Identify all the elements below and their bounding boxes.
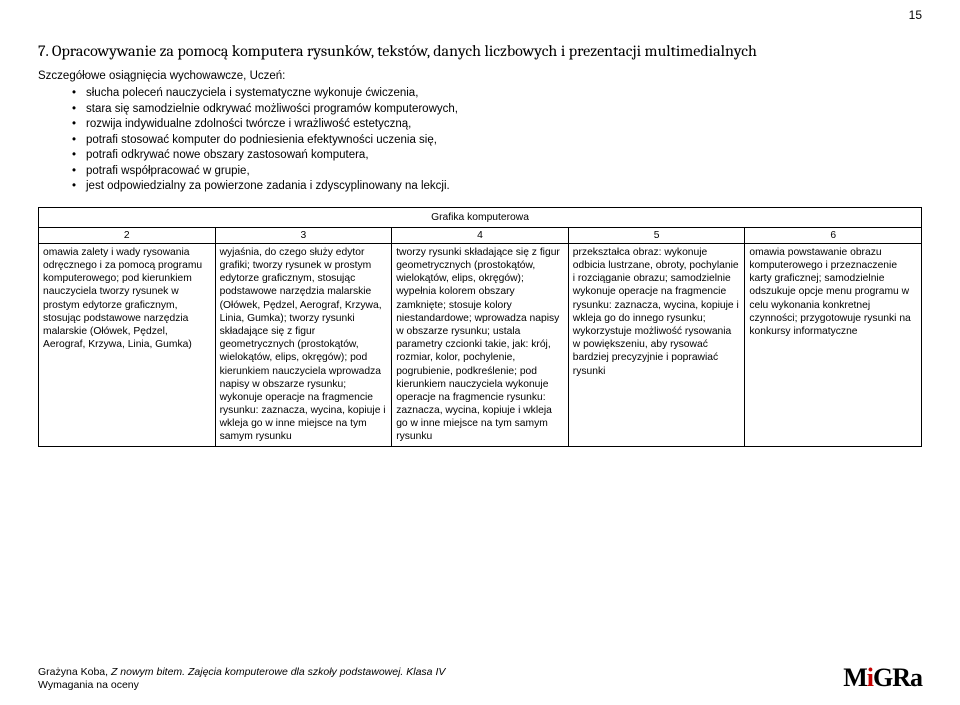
list-item: stara się samodzielnie odkrywać możliwoś… [72,102,922,118]
page-number: 15 [909,8,922,22]
col-num: 2 [39,227,216,243]
page-footer: Grażyna Koba, Z nowym bitem. Zajęcia kom… [38,663,922,693]
migra-logo: MiGRa [843,663,922,693]
footer-title-italic: Z nowym bitem. Zajęcia komputerowe dla s… [111,666,445,678]
section-heading: 7. Opracowywanie za pomocą komputera rys… [38,42,922,60]
footer-author: Grażyna Koba, [38,666,111,678]
list-item: słucha poleceń nauczyciela i systematycz… [72,86,922,102]
col-num: 5 [568,227,745,243]
list-item: rozwija indywidualne zdolności twórcze i… [72,117,922,133]
logo-letter: R [892,663,910,692]
subheading: Szczegółowe osiągnięcia wychowawcze, Ucz… [38,70,922,82]
footer-text: Grażyna Koba, Z nowym bitem. Zajęcia kom… [38,666,445,693]
list-item: potrafi stosować komputer do podniesieni… [72,133,922,149]
list-item: potrafi współpracować w grupie, [72,164,922,180]
logo-letter: G [873,663,892,692]
col-num: 6 [745,227,922,243]
col-num: 4 [392,227,569,243]
table-cell: tworzy rysunki składające się z figur ge… [392,243,569,446]
bullet-list: słucha poleceń nauczyciela i systematycz… [38,86,922,195]
col-num: 3 [215,227,392,243]
footer-subtitle: Wymagania na oceny [38,679,139,691]
table-cell: omawia powstawanie obrazu komputerowego … [745,243,922,446]
list-item: jest odpowiedzialny za powierzone zadani… [72,179,922,195]
logo-letter: a [910,663,922,692]
table-title: Grafika komputerowa [39,207,922,227]
table-cell: przekształca obraz: wykonuje odbicia lus… [568,243,745,446]
list-item: potrafi odkrywać nowe obszary zastosowań… [72,148,922,164]
table-header-row: 2 3 4 5 6 [39,227,922,243]
table-title-row: Grafika komputerowa [39,207,922,227]
criteria-table: Grafika komputerowa 2 3 4 5 6 omawia zal… [38,207,922,447]
table-cell: wyjaśnia, do czego służy edytor grafiki;… [215,243,392,446]
logo-letter: M [843,663,867,692]
table-body-row: omawia zalety i wady rysowania odręczneg… [39,243,922,446]
table-cell: omawia zalety i wady rysowania odręczneg… [39,243,216,446]
